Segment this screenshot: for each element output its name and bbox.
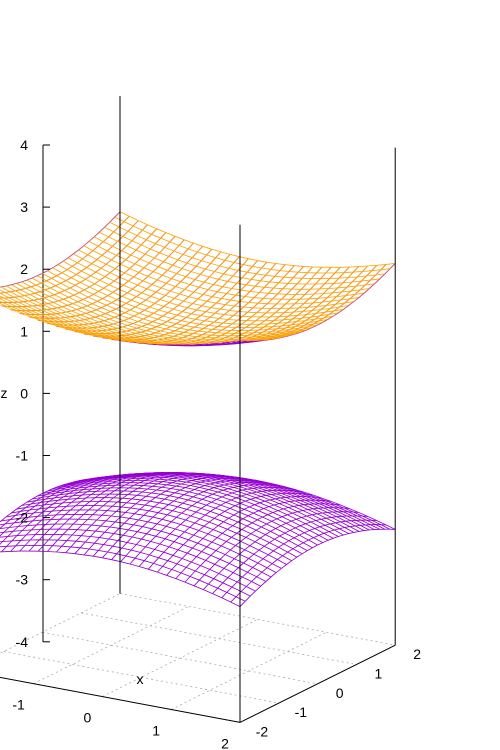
grid-line-y: [3, 651, 279, 704]
upper-surface-line-y: [78, 249, 354, 309]
x-tick-label: 0: [84, 710, 92, 726]
y-tick-label: 2: [413, 646, 421, 662]
lower-surface-line-y: [42, 484, 318, 546]
z-tick-label: 3: [20, 199, 28, 215]
grid-line-x: [33, 606, 189, 685]
lower-surface-line-y: [16, 501, 292, 562]
upper-surface-line-y: [0, 288, 256, 345]
y-axis-line: [239, 644, 396, 723]
grid-line-y: [42, 631, 318, 685]
z-tick-label: 1: [20, 323, 28, 339]
x-axis-line: [0, 676, 241, 723]
z-tick-label: -3: [16, 572, 29, 588]
upper-surface-line-y: [21, 281, 297, 342]
upper-surface-line-y: [0, 287, 272, 345]
y-tick-label: -1: [295, 704, 308, 720]
upper-surface-line-y: [119, 211, 396, 268]
x-axis-title: x: [137, 671, 144, 687]
upper-surface-line-y: [26, 279, 303, 341]
grid-line-x: [0, 593, 121, 654]
lower-surface-line-y: [119, 473, 396, 530]
lower-surface-line-y: [0, 550, 241, 607]
upper-surface-line-y: [99, 231, 375, 290]
upper-surface-line-y: [68, 257, 344, 318]
lower-surface-line-y: [21, 497, 298, 558]
lower-surface-line-y: [32, 490, 308, 551]
lower-surface-line-y: [63, 476, 339, 537]
axes: [0, 145, 396, 723]
z-tick-label: 2: [20, 261, 28, 277]
lower-surface-line-y: [57, 478, 334, 539]
grid-line-y: [81, 612, 357, 665]
lower-surface-line-y: [0, 528, 261, 587]
z-tick-label: -1: [16, 448, 29, 464]
lower-surface-line-y: [0, 523, 267, 582]
upper-surface-line-y: [93, 236, 370, 295]
z-tick-label: 4: [20, 137, 28, 153]
lower-surface-line-y: [11, 505, 287, 565]
lower-surface-line-y: [52, 480, 329, 541]
upper-surface-line-y: [31, 277, 308, 339]
upper-surface-line-y: [109, 221, 385, 280]
bounding-box-edges: [119, 96, 396, 723]
upper-surface-line-y: [0, 288, 261, 345]
lower-surface-line-y: [0, 533, 256, 592]
x-tick-label: 2: [221, 735, 229, 750]
lower-surface-mesh: [0, 472, 396, 607]
upper-surface-line-y: [47, 270, 323, 332]
base-grid: [0, 593, 396, 723]
upper-surface-line-y: [52, 267, 328, 329]
upper-surface-line-y: [36, 275, 313, 337]
lower-surface-line-y: [0, 544, 246, 602]
upper-surface-line-y: [83, 245, 360, 305]
lower-surface-line-y: [0, 539, 251, 597]
upper-surface-mesh: [0, 211, 396, 345]
grid-line-x: [171, 631, 327, 710]
y-tick-label: 1: [375, 666, 383, 682]
y-tick-label: -2: [256, 723, 269, 739]
z-tick-label: -2: [16, 510, 29, 526]
upper-surface-line-y: [0, 288, 266, 345]
grid-line-x: [102, 619, 258, 697]
lower-surface-line-y: [0, 518, 272, 578]
upper-surface-line-y: [0, 288, 251, 345]
upper-surface-line-y: [88, 241, 365, 300]
upper-surface-line-x: [0, 220, 139, 299]
lower-surface-line-y: [0, 513, 277, 573]
upper-surface-line-y: [42, 273, 318, 334]
lower-surface-line-y: [26, 493, 303, 555]
x-tick-label: -1: [12, 697, 25, 713]
lower-surface-line-y: [47, 482, 324, 543]
z-tick-label: -4: [16, 634, 29, 650]
z-axis-title: z: [1, 385, 8, 401]
upper-surface-underside-line-x: [0, 220, 139, 299]
x-tick-label: 1: [152, 723, 160, 739]
upper-surface-line-y: [57, 264, 334, 325]
upper-surface-line-y: [104, 226, 380, 285]
lower-surface-line-y: [6, 509, 282, 569]
lower-surface-line-y: [37, 487, 313, 549]
upper-surface-line-y: [114, 216, 391, 274]
z-tick-label: 0: [20, 385, 28, 401]
grid-line-y: [0, 677, 241, 723]
lower-surface-line-x: [239, 528, 396, 607]
lower-surface-line-y: [99, 472, 375, 530]
grid-line-y: [119, 593, 396, 646]
upper-surface-line-y: [73, 253, 349, 314]
y-tick-label: 0: [336, 685, 344, 701]
upper-surface-line-y: [62, 260, 339, 322]
